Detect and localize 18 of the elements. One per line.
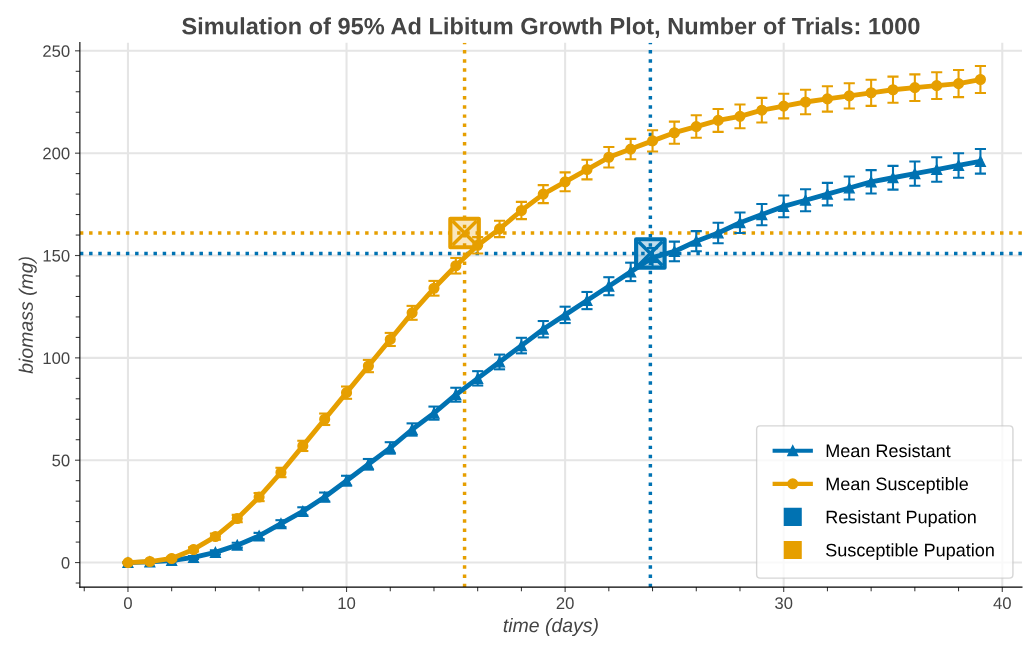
y-tick-label: 250 (43, 45, 70, 58)
y-tick-label: 100 (43, 352, 70, 365)
x-tick-label: 10 (338, 597, 356, 610)
legend-label: Mean Resistant (826, 443, 951, 458)
chart-title: Simulation of 95% Ad Libitum Growth Plot, Number of Trials: 1000 (182, 17, 920, 38)
y-tick-label: 200 (43, 147, 70, 160)
legend-label: Susceptible Pupation (826, 543, 994, 561)
y-tick-label: 0 (61, 556, 70, 569)
x-tick-label: 0 (123, 597, 132, 610)
x-axis-title: time (days) (503, 617, 598, 637)
y-tick-label: 150 (43, 249, 70, 262)
x-tick-label: 40 (993, 597, 1011, 610)
y-axis-title: biomass (mg) (18, 257, 37, 374)
legend-label: Mean Susceptible (826, 477, 968, 494)
legend-label: Resistant Pupation (826, 510, 976, 527)
x-tick-label: 20 (556, 597, 574, 610)
x-tick-label: 30 (775, 597, 793, 610)
y-tick-label: 50 (52, 454, 70, 467)
